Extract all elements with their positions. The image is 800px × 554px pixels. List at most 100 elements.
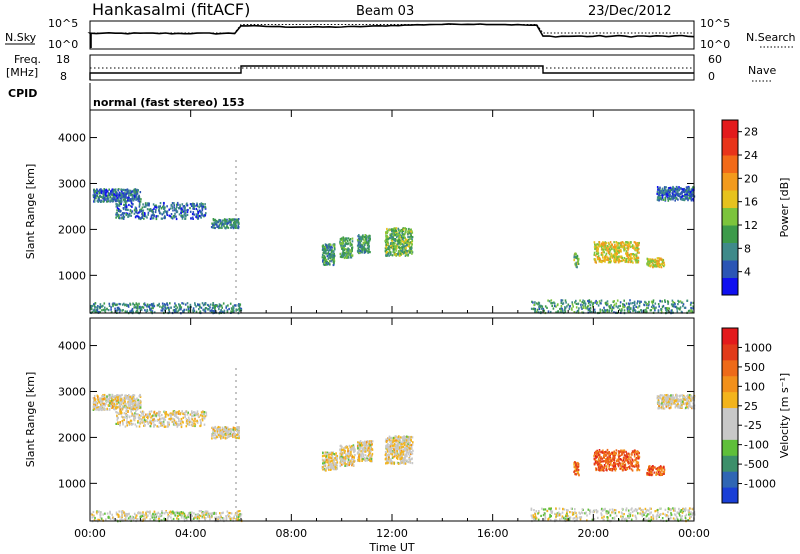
echo-region <box>321 451 339 472</box>
colorbar-swatch <box>722 207 738 226</box>
colorbar-swatch <box>722 471 738 488</box>
x-tick-label: 04:00 <box>175 527 207 540</box>
colorbar-tick-label: 1000 <box>744 341 772 354</box>
colorbar-swatch <box>722 455 738 472</box>
colorbar-swatch <box>722 120 738 138</box>
x-tick-label: 00:00 <box>74 527 106 540</box>
colorbar-tick-label: 20 <box>744 172 758 185</box>
nsky-line <box>87 23 695 48</box>
echo-region <box>356 440 374 463</box>
echo-region <box>384 227 414 257</box>
colorbar-tick-label: 24 <box>744 149 758 162</box>
freq-panel: Freq. [MHz] 18 8 60 0 Nave <box>6 53 776 83</box>
echo-region <box>356 234 371 255</box>
beam-label: Beam 03 <box>356 4 414 19</box>
colorbar-swatch <box>722 328 738 345</box>
colorbar-swatch <box>722 260 738 278</box>
colorbar-swatch <box>722 439 738 456</box>
y-tick-label: 1000 <box>58 477 86 490</box>
velocity-axes: 1000 2000 3000 4000 <box>58 318 695 521</box>
velocity-data <box>90 368 696 523</box>
noise-tick-top: 10^5 <box>48 17 78 30</box>
colorbar-swatch <box>722 487 738 504</box>
colorbar-tick-label: 28 <box>744 126 758 139</box>
echo-region <box>339 444 356 468</box>
power-panel: 1000 2000 3000 4000 Slant Range [km] 4 8 12 16… <box>24 109 791 315</box>
colorbar-tick-label: -100 <box>744 439 769 452</box>
colorbar-tick-label: -25 <box>744 419 762 432</box>
colorbar-swatch <box>722 277 738 296</box>
echo-region <box>115 409 208 429</box>
nsearch-line <box>90 24 694 34</box>
colorbar-swatch <box>722 172 738 191</box>
x-tick-labels: 00:00 04:00 08:00 12:00 16:00 20:00 00:00 <box>74 527 710 540</box>
echo-region <box>593 241 640 264</box>
colorbar-tick-label: 100 <box>744 380 765 393</box>
x-tick-label: 12:00 <box>376 527 408 540</box>
colorbar-swatch <box>722 375 738 393</box>
echo-region <box>573 461 580 477</box>
freq-line <box>89 65 694 80</box>
x-tick-label: 20:00 <box>577 527 609 540</box>
velocity-colorbar: 1000 500 100 25 -25 -100 -500 -1000 <box>721 327 776 504</box>
colorbar-swatch <box>722 190 738 208</box>
colorbar-swatch <box>722 359 738 377</box>
freq-tick-top: 18 <box>56 53 70 66</box>
echo-region <box>656 393 696 410</box>
echo-region <box>92 188 142 204</box>
velocity-ylabel: Slant Range [km] <box>24 372 37 468</box>
x-tick-label: 00:00 <box>678 527 710 540</box>
x-axis-label: Time UT <box>368 541 414 554</box>
colorbar-swatch <box>722 137 738 156</box>
echo-region <box>321 243 336 267</box>
velocity-colorbar-label: Velocity [m s⁻¹] <box>778 373 791 458</box>
echo-region <box>656 185 696 202</box>
y-tick-label: 3000 <box>58 177 86 190</box>
cpid-text: normal (fast stereo) 153 <box>93 96 245 109</box>
x-tick-label: 16:00 <box>477 527 509 540</box>
colorbar-tick-label: 4 <box>744 266 751 279</box>
power-ylabel: Slant Range [km] <box>24 164 37 260</box>
y-tick-label: 2000 <box>58 223 86 236</box>
power-colorbar: 4 8 12 16 20 24 28 <box>721 119 758 296</box>
cpid-label: CPID <box>8 87 37 100</box>
echo-region <box>211 425 240 440</box>
velocity-panel: 1000 2000 3000 4000 Slant Range [km] 1000 50… <box>24 317 791 523</box>
noise-tick-top-right: 10^5 <box>700 17 730 30</box>
echo-region <box>573 252 580 269</box>
nsearch-label: N.Search <box>746 31 796 44</box>
noise-tick-bottom-right: 10^0 <box>700 38 730 51</box>
colorbar-swatch <box>722 391 738 409</box>
power-axes: 1000 2000 3000 4000 <box>58 110 695 313</box>
colorbar-swatch <box>722 343 738 361</box>
echo-region <box>339 236 354 260</box>
noise-tick-bottom: 10^0 <box>48 38 78 51</box>
colorbar-tick-label: 500 <box>744 361 765 374</box>
colorbar-tick-label: 16 <box>744 196 758 209</box>
echo-region <box>210 218 240 230</box>
colorbar-tick-label: 12 <box>744 219 758 232</box>
colorbar-tick-label: -500 <box>744 458 769 471</box>
colorbar-swatch <box>722 225 738 243</box>
y-tick-label: 4000 <box>58 132 86 145</box>
nave-tick-bottom: 0 <box>708 70 715 83</box>
y-tick-label: 2000 <box>58 431 86 444</box>
echo-region <box>646 257 666 269</box>
echo-region <box>90 302 243 315</box>
echo-region <box>646 465 666 477</box>
date-label: 23/Dec/2012 <box>588 4 672 19</box>
echo-region <box>593 448 641 472</box>
colorbar-swatch <box>722 407 738 424</box>
power-colorbar-label: Power [dB] <box>778 178 791 238</box>
freq-tick-bottom: 8 <box>60 70 67 83</box>
colorbar-swatch <box>722 242 738 261</box>
x-tick-label: 08:00 <box>275 527 307 540</box>
freq-unit: [MHz] <box>6 66 38 79</box>
colorbar-tick-label: 8 <box>744 242 751 255</box>
colorbar-swatch <box>722 423 738 440</box>
station-title: Hankasalmi (fitACF) <box>92 0 250 19</box>
colorbar-tick-label: -1000 <box>744 478 776 491</box>
nsky-label: N.Sky <box>5 31 37 44</box>
noise-panel: N.Sky 10^5 10^0 10^5 10^0 N.Search <box>5 17 796 51</box>
